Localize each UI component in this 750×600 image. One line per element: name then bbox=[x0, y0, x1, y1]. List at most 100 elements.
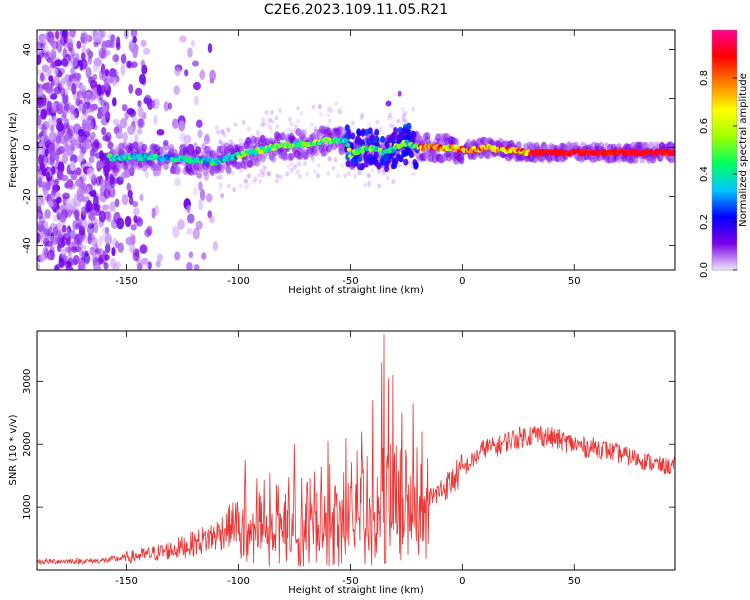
heatmap-cell bbox=[88, 156, 95, 164]
heatmap-cell bbox=[60, 174, 69, 182]
heatmap-cell bbox=[91, 177, 97, 187]
heatmap-cell bbox=[85, 48, 92, 55]
heatmap-cell bbox=[41, 124, 47, 136]
heatmap-cell bbox=[115, 132, 124, 139]
heatmap-cell bbox=[288, 152, 295, 161]
heatmap-cell bbox=[111, 97, 117, 107]
heatmap-cell bbox=[109, 175, 116, 188]
heatmap-cell bbox=[261, 117, 266, 123]
heatmap-cell bbox=[87, 233, 92, 245]
heatmap-cell bbox=[104, 68, 109, 77]
heatmap-cell bbox=[50, 150, 57, 159]
colorbar-gradient bbox=[712, 30, 737, 270]
heatmap-cell bbox=[127, 125, 135, 135]
heatmap-cell bbox=[45, 240, 54, 247]
heatmap-cell bbox=[269, 110, 274, 115]
spectrogram-ytick-label: 0 bbox=[22, 144, 33, 150]
heatmap-cell bbox=[246, 126, 251, 132]
heatmap-cell bbox=[268, 128, 273, 134]
heatmap-cell bbox=[110, 257, 117, 269]
heatmap-cell bbox=[52, 114, 57, 124]
heatmap-cell bbox=[259, 168, 264, 174]
colorbar-tick-label: 0.8 bbox=[699, 70, 710, 86]
heatmap-cell bbox=[80, 84, 87, 92]
heatmap-cell bbox=[201, 252, 207, 260]
heatmap-cell bbox=[72, 238, 77, 247]
heatmap-cell bbox=[340, 163, 345, 169]
heatmap-cell bbox=[94, 205, 101, 213]
heatmap-cell bbox=[405, 129, 411, 136]
heatmap-cell bbox=[67, 257, 74, 267]
snr-ytick-label: 2000 bbox=[22, 431, 33, 456]
heatmap-cell bbox=[344, 124, 350, 132]
heatmap-cell bbox=[37, 232, 41, 244]
spectrogram-xtick-label: 0 bbox=[459, 276, 465, 287]
heatmap-cell bbox=[99, 104, 108, 114]
heatmap-cell bbox=[256, 172, 261, 178]
heatmap-cell bbox=[97, 96, 103, 104]
colorbar-frame bbox=[711, 29, 738, 271]
heatmap-cell bbox=[385, 100, 392, 107]
heatmap-cell bbox=[246, 173, 251, 179]
heatmap-cell bbox=[102, 204, 110, 211]
heatmap-cell bbox=[37, 49, 45, 58]
heatmap-cell bbox=[37, 54, 42, 65]
heatmap-cell bbox=[64, 101, 73, 114]
heatmap-cell bbox=[120, 63, 126, 76]
heatmap-cell bbox=[385, 175, 390, 181]
heatmap-cell bbox=[233, 122, 238, 128]
heatmap-cell bbox=[60, 34, 67, 46]
heatmap-cell bbox=[103, 188, 111, 199]
heatmap-cell bbox=[131, 61, 138, 68]
heatmap-cell bbox=[79, 259, 85, 270]
heatmap-cell bbox=[179, 35, 187, 43]
heatmap-cell bbox=[66, 178, 74, 188]
heatmap-cell bbox=[333, 157, 338, 163]
snr-panel: -150 -100 -50 0 50 1000 2000 3000 Height of str… bbox=[8, 330, 676, 596]
heatmap-cell bbox=[137, 106, 144, 118]
heatmap-cell bbox=[117, 242, 124, 253]
spectrogram-panel: -150 -100 -50 0 50 -40 -20 0 20 40 Height of stra… bbox=[8, 29, 676, 296]
heatmap-cell bbox=[262, 170, 266, 176]
heatmap-cell bbox=[197, 129, 203, 139]
heatmap-cell bbox=[146, 225, 153, 236]
colorbar-ticks: 0.0 0.2 0.4 0.6 0.8 bbox=[699, 70, 737, 278]
heatmap-cell bbox=[198, 71, 206, 79]
spectrogram-ytick-label: 20 bbox=[22, 92, 33, 105]
heatmap-cell bbox=[372, 158, 378, 166]
snr-ytick-label: 1000 bbox=[22, 494, 33, 519]
heatmap-cell bbox=[411, 171, 416, 177]
heatmap-cell bbox=[69, 30, 76, 38]
snr-xtick-label: 50 bbox=[568, 576, 581, 587]
heatmap-cell bbox=[137, 118, 144, 127]
heatmap-cell bbox=[353, 173, 358, 179]
heatmap-cell bbox=[139, 193, 144, 202]
heatmap-cell bbox=[198, 181, 203, 191]
heatmap-cell bbox=[80, 113, 89, 125]
heatmap-cell bbox=[133, 207, 140, 216]
heatmap-cell bbox=[153, 114, 158, 125]
heatmap-cell bbox=[93, 222, 99, 234]
heatmap-cell bbox=[193, 186, 198, 197]
heatmap-cell bbox=[87, 56, 93, 65]
heatmap-cell bbox=[167, 102, 172, 110]
colorbar-tick-label: 0.2 bbox=[699, 214, 710, 230]
heatmap-cell bbox=[218, 138, 223, 144]
heatmap-cell bbox=[293, 163, 298, 169]
heatmap-cell bbox=[356, 129, 362, 137]
heatmap-cell bbox=[367, 180, 372, 186]
heatmap-cell bbox=[114, 198, 120, 208]
heatmap-cell bbox=[85, 89, 93, 100]
colorbar-tick-label: 0.6 bbox=[699, 118, 710, 134]
heatmap-cell bbox=[199, 68, 206, 81]
heatmap-cell bbox=[318, 104, 322, 110]
heatmap-cell bbox=[286, 164, 291, 170]
spectrogram-xtick-label: -50 bbox=[342, 276, 358, 287]
heatmap-cell bbox=[411, 106, 416, 112]
heatmap-cell bbox=[130, 30, 138, 38]
heatmap-cell bbox=[267, 147, 273, 152]
heatmap-cell bbox=[65, 196, 71, 208]
heatmap-cell bbox=[46, 30, 53, 37]
heatmap-cell bbox=[401, 127, 407, 135]
heatmap-cell bbox=[397, 162, 401, 168]
